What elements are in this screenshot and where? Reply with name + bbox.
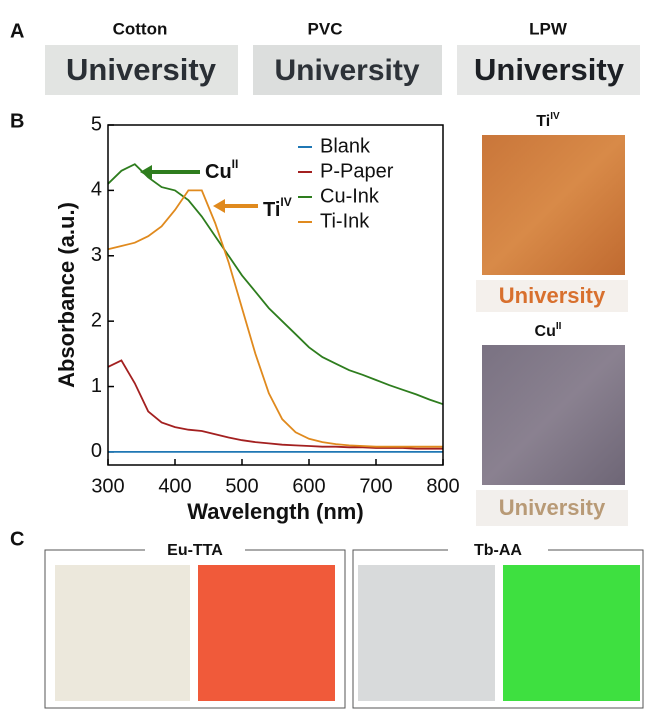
y-tick-label: 5 (91, 113, 102, 135)
x-tick-label: 700 (359, 475, 392, 497)
photo-label-text: Ti (536, 113, 550, 130)
photo (482, 345, 625, 485)
annotation-text: Ti (263, 199, 280, 221)
legend-label: Blank (320, 135, 371, 157)
sample-name: PVC (308, 19, 343, 38)
x-axis-label: Wavelength (nm) (187, 499, 363, 524)
y-axis-label: Absorbance (a.u.) (54, 202, 79, 388)
photo (358, 565, 495, 701)
legend-label: Cu-Ink (320, 185, 380, 207)
annotation: TiIV (263, 195, 292, 221)
annotation-sup: IV (280, 195, 291, 209)
photo (503, 565, 640, 701)
photo-label: CuII (535, 321, 562, 341)
printed-text: University (274, 54, 419, 87)
group-title: Eu-TTA (167, 542, 223, 559)
photo-label-sup: II (556, 321, 562, 332)
figure: A Cotton PVC LPW University University U… (0, 0, 648, 711)
legend-label: P-Paper (320, 160, 394, 182)
sample-name: LPW (529, 19, 568, 38)
arrowhead (140, 165, 152, 179)
legend-label: Ti-Ink (320, 210, 370, 232)
y-tick-label: 2 (91, 309, 102, 331)
photo (482, 135, 625, 275)
x-tick-label: 400 (158, 475, 191, 497)
panel-label: B (10, 110, 24, 132)
photo-label-sup: IV (550, 111, 560, 122)
photo-label: TiIV (536, 111, 560, 131)
y-tick-label: 3 (91, 244, 102, 266)
printed-text: University (474, 52, 625, 87)
series-line (108, 190, 443, 446)
y-tick-label: 0 (91, 440, 102, 462)
printed-text: University (66, 52, 217, 87)
panel-label: A (10, 20, 24, 42)
sample-name: Cotton (113, 19, 168, 38)
photo (198, 565, 335, 701)
annotation-text: Cu (205, 161, 232, 183)
x-tick-label: 800 (426, 475, 459, 497)
annotation: CuII (205, 157, 238, 183)
arrowhead (213, 199, 225, 213)
x-tick-label: 500 (225, 475, 258, 497)
photo (55, 565, 190, 701)
printed-text: University (499, 283, 606, 308)
annotation-sup: II (232, 157, 239, 171)
y-tick-label: 1 (91, 375, 102, 397)
y-tick-label: 4 (91, 179, 102, 201)
photo-label-text: Cu (535, 323, 556, 340)
group-title: Tb-AA (474, 542, 522, 559)
x-tick-label: 600 (292, 475, 325, 497)
chart: 0 1 2 3 4 5 300 400 500 600 700 800 Wavelength (nm) A… (54, 113, 460, 524)
panel-label: C (10, 528, 24, 550)
x-tick-label: 300 (91, 475, 124, 497)
printed-text: University (499, 495, 606, 520)
